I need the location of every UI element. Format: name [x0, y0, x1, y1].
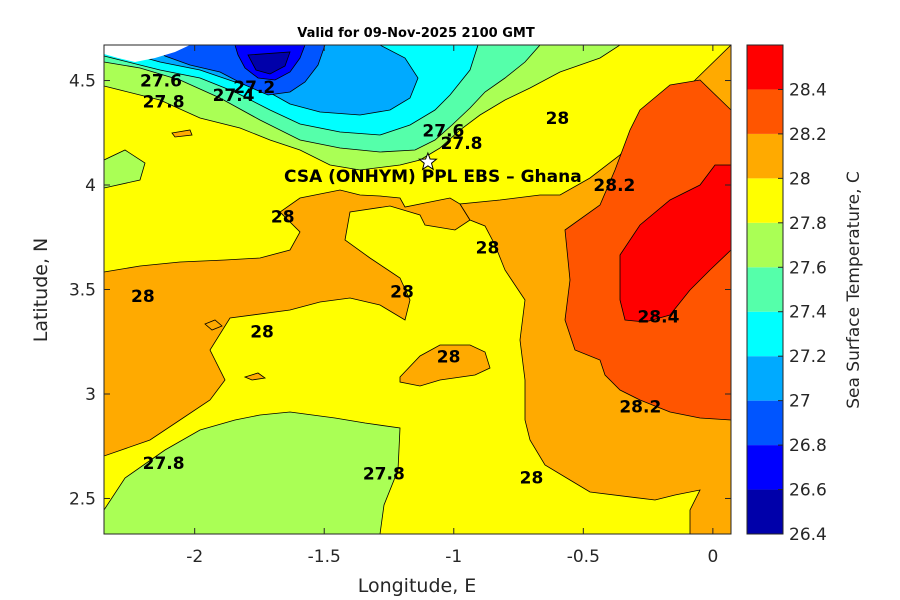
colorbar-swatch [747, 356, 783, 401]
contour-label: 28 [131, 287, 155, 307]
site-marker: CSA (ONHYM) PPL EBS – Ghana [284, 151, 582, 187]
contour-label: 27.6 [140, 72, 182, 92]
colorbar-swatch [747, 89, 783, 134]
colorbar-swatch [747, 133, 783, 179]
contour-label: 27.8 [143, 454, 185, 474]
colorbar-tick-label: 27.6 [789, 258, 827, 278]
x-tick-label: -0.5 [567, 547, 600, 567]
site-label: CSA (ONHYM) PPL EBS – Ghana [284, 167, 582, 187]
x-axis-label: Longitude, E [358, 575, 477, 597]
colorbar-tick-label: 27 [789, 392, 811, 412]
region-27-6-sw [104, 411, 401, 534]
contour-label: 27.6 [422, 122, 464, 142]
region-26-4 [247, 51, 291, 75]
contour-label: 28 [437, 347, 461, 367]
y-tick-label: 3.5 [69, 281, 96, 301]
x-tick-label: -1.5 [308, 547, 341, 567]
contour-label: 27.8 [441, 134, 483, 154]
site-star-icon [417, 151, 438, 171]
colorbar-tick-label: 26.8 [789, 436, 827, 456]
x-tick-label: -2 [186, 547, 203, 567]
colorbar-swatch [747, 222, 783, 268]
y-axis-label: Latitude, N [30, 238, 52, 343]
y-tick-label: 4 [85, 176, 96, 196]
contour-label: 27.8 [363, 464, 405, 484]
colorbar-swatch [747, 45, 783, 90]
contour-label: 28 [250, 322, 274, 342]
colorbar-swatch [747, 445, 783, 490]
region-27-6-w [104, 149, 146, 189]
land-area [104, 45, 190, 62]
colorbar-label: Sea Surface Temperature, C [844, 171, 864, 409]
contour-label: 28.4 [637, 308, 679, 328]
contour-label: 27.2 [233, 78, 275, 98]
x-tick-label: 0 [707, 547, 718, 567]
colorbar-swatch [747, 311, 783, 357]
colorbar-tick-label: 28.2 [789, 125, 827, 145]
colorbar-tick-label: 26.4 [789, 525, 827, 545]
colorbar-tick-label: 28.4 [789, 80, 827, 100]
contour-label: 28 [520, 469, 544, 489]
colorbar-swatch [747, 178, 783, 223]
y-tick-label: 4.5 [69, 72, 96, 92]
x-axis-ticks: -2 -1.5 -1 -0.5 0 [186, 45, 718, 567]
colorbar-tick-label: 26.6 [789, 481, 827, 501]
colorbar-swatch [747, 400, 783, 446]
contour-label: 28 [271, 207, 295, 227]
contour-label: 28.2 [619, 398, 661, 418]
colorbar-swatch [747, 267, 783, 312]
colorbar-swatch [747, 489, 783, 534]
contour-label: 28 [476, 239, 500, 259]
colorbar: 26.4 26.6 26.8 27 27.2 27.4 27.6 27.8 28 28.2 28.4 [746, 44, 827, 545]
y-tick-label: 2.5 [69, 489, 96, 509]
region-28-4 [619, 164, 731, 323]
chart-title: Valid for 09-Nov-2025 2100 GMT [297, 26, 535, 41]
x-tick-label: -1 [445, 547, 462, 567]
contour-label: 28.2 [593, 176, 635, 196]
region-28-0-island [399, 344, 491, 387]
colorbar-tick-label: 27.4 [789, 303, 827, 323]
colorbar-tick-label: 27.8 [789, 214, 827, 234]
contour-label: 28 [390, 283, 414, 303]
region-28-0-speck-3 [243, 372, 267, 381]
y-tick-label: 3 [85, 385, 96, 405]
y-axis-ticks: 2.5 3 3.5 4 4.5 [69, 72, 731, 509]
region-28-0-west [104, 189, 471, 457]
colorbar-frame [746, 44, 784, 535]
region-28-0-speck-1 [171, 129, 193, 138]
region-28-0-speck-2 [204, 319, 223, 331]
contour-label: 27.4 [213, 86, 255, 106]
colorbar-tick-label: 27.2 [789, 347, 827, 367]
colorbar-tick-label: 28 [789, 169, 811, 189]
contour-label: 27.8 [143, 92, 185, 112]
contour-label: 28 [546, 109, 570, 129]
